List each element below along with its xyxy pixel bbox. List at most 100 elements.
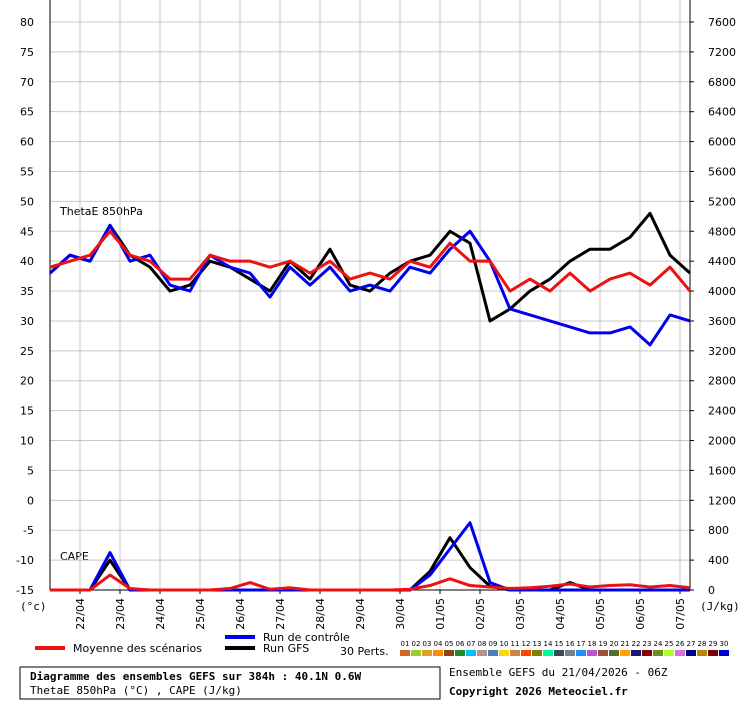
perturbation-swatch <box>455 650 465 656</box>
y2-tick-label: 4800 <box>708 225 736 238</box>
y-tick-label: -15 <box>16 584 34 597</box>
y2-tick-label: 2400 <box>708 405 736 418</box>
y-tick-label: 10 <box>20 435 34 448</box>
perturbation-label: 04 <box>434 640 443 648</box>
x-tick-label: 02/05 <box>474 598 487 630</box>
perturbation-swatch <box>521 650 531 656</box>
y-tick-label: 45 <box>20 225 34 238</box>
y2-tick-label: 1600 <box>708 464 736 477</box>
perturbation-label: 02 <box>412 640 421 648</box>
perturbation-label: 10 <box>500 640 509 648</box>
perturbation-swatch <box>565 650 575 656</box>
footer-copyright: Copyright 2026 Meteociel.fr <box>449 685 628 698</box>
perturbation-swatch <box>587 650 597 656</box>
y-unit: (°c) <box>20 600 47 613</box>
footer-run: Ensemble GEFS du 21/04/2026 - 06Z <box>449 666 668 679</box>
perturbation-label: 01 <box>401 640 410 648</box>
y-tick-label: 55 <box>20 165 34 178</box>
perturbation-label: 11 <box>511 640 520 648</box>
series-line <box>48 211 692 323</box>
y2-tick-label: 5200 <box>708 195 736 208</box>
perturbation-label: 06 <box>456 640 465 648</box>
legend-label: Run GFS <box>263 642 309 655</box>
y2-tick-label: 800 <box>708 524 729 537</box>
y2-tick-label: 3600 <box>708 315 736 328</box>
perturbation-label: 14 <box>544 640 553 648</box>
perturbation-swatch <box>543 650 553 656</box>
y2-tick-label: 5600 <box>708 165 736 178</box>
y2-tick-label: 1200 <box>708 494 736 507</box>
perturbation-label: 09 <box>489 640 498 648</box>
y-tick-label: 65 <box>20 106 34 119</box>
x-tick-label: 30/04 <box>394 598 407 630</box>
y-tick-label: 20 <box>20 375 34 388</box>
perturbation-label: 17 <box>577 640 586 648</box>
perturbation-label: 23 <box>643 640 652 648</box>
y2-tick-label: 4000 <box>708 285 736 298</box>
y2-tick-label: 7600 <box>708 16 736 29</box>
footer-subtitle: ThetaE 850hPa (°C) , CAPE (J/kg) <box>30 684 242 697</box>
x-tick-label: 01/05 <box>434 598 447 630</box>
x-tick-label: 07/05 <box>674 598 687 630</box>
perturbation-label: 25 <box>665 640 674 648</box>
perturbation-swatch <box>675 650 685 656</box>
perturbation-label: 13 <box>533 640 542 648</box>
y2-tick-label: 2800 <box>708 375 736 388</box>
perturbation-label: 29 <box>709 640 718 648</box>
x-tick-label: 05/05 <box>594 598 607 630</box>
x-tick-label: 23/04 <box>114 598 127 630</box>
perturbation-label: 15 <box>555 640 564 648</box>
x-tick-label: 27/04 <box>274 598 287 630</box>
legend-label: Moyenne des scénarios <box>73 642 202 655</box>
perturbation-label: 28 <box>698 640 707 648</box>
y-tick-label: 0 <box>27 494 34 507</box>
perturbation-swatch <box>609 650 619 656</box>
y2-tick-label: 400 <box>708 554 729 567</box>
perturbation-swatch <box>664 650 674 656</box>
perturbation-swatch <box>719 650 729 656</box>
perturbation-swatch <box>686 650 696 656</box>
y-tick-label: 50 <box>20 195 34 208</box>
panel-label: CAPE <box>60 550 89 563</box>
perturbation-swatch <box>422 650 432 656</box>
legend-label: Run de contrôle <box>263 631 350 644</box>
perturbation-label: 12 <box>522 640 531 648</box>
perturbation-swatch <box>576 650 586 656</box>
footer-box <box>19 666 441 700</box>
y-tick-label: 5 <box>27 464 34 477</box>
y-tick-label: 40 <box>20 255 34 268</box>
y-tick-label: 70 <box>20 76 34 89</box>
perturbation-label: 16 <box>566 640 575 648</box>
perturbation-swatch <box>433 650 443 656</box>
perturbation-swatch <box>400 650 410 656</box>
perturbation-label: 24 <box>654 640 663 648</box>
perturbation-label: 03 <box>423 640 432 648</box>
x-tick-label: 06/05 <box>634 598 647 630</box>
perturbation-label: 07 <box>467 640 476 648</box>
perturbation-label: 21 <box>621 640 630 648</box>
perturbation-swatch <box>510 650 520 656</box>
perturbation-label: 08 <box>478 640 487 648</box>
perturbation-swatch <box>466 650 476 656</box>
footer-title: Diagramme des ensembles GEFS sur 384h : … <box>30 670 362 683</box>
perturbation-swatch <box>620 650 630 656</box>
perturbation-swatch <box>488 650 498 656</box>
perturbation-swatch <box>444 650 454 656</box>
y2-tick-label: 2000 <box>708 435 736 448</box>
y2-tick-label: 6000 <box>708 136 736 149</box>
y-tick-label: 30 <box>20 315 34 328</box>
x-tick-label: 22/04 <box>74 598 87 630</box>
perturbation-swatch <box>598 650 608 656</box>
perturbation-swatch <box>697 650 707 656</box>
y-tick-label: -10 <box>16 554 34 567</box>
y2-tick-label: 4400 <box>708 255 736 268</box>
perturbation-label: 20 <box>610 640 619 648</box>
x-tick-label: 04/05 <box>554 598 567 630</box>
y-tick-label: 25 <box>20 345 34 358</box>
x-tick-label: 26/04 <box>234 598 247 630</box>
perturbation-swatch <box>631 650 641 656</box>
perturbation-swatch <box>708 650 718 656</box>
y-tick-label: 35 <box>20 285 34 298</box>
